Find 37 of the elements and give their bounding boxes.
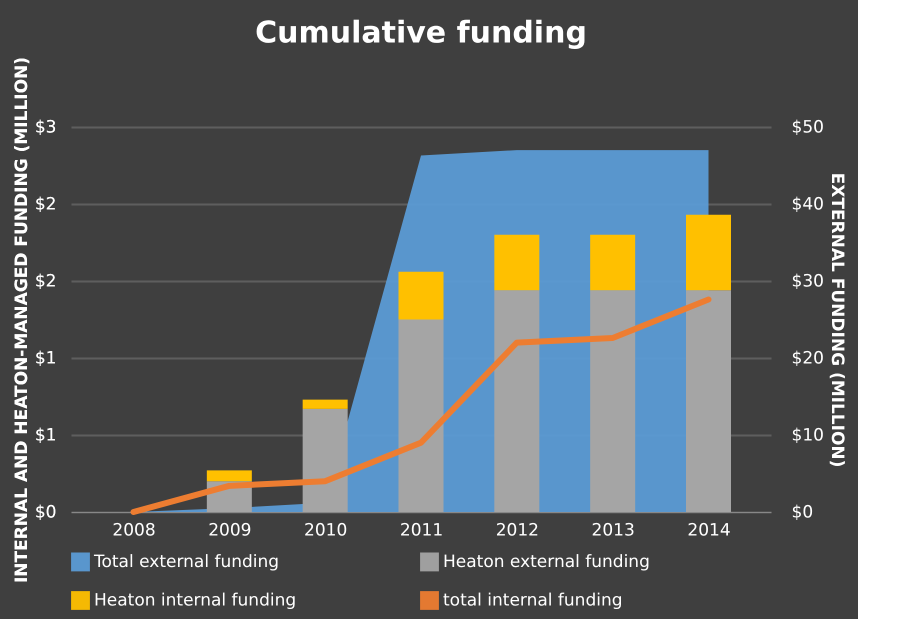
x-tick-label: 2008 [112, 520, 156, 540]
y-tick-label: $3 [34, 118, 56, 138]
y-tick-label: $2 [34, 272, 56, 292]
legend-label: Total external funding [93, 552, 280, 572]
x-tick-label: 2012 [496, 520, 539, 540]
bar [398, 272, 444, 320]
y2-axis-title: EXTERNAL FUNDING (MILLION) [826, 172, 847, 468]
y-tick-label: $1 [34, 426, 56, 446]
chart-title: Cumulative funding [255, 15, 587, 50]
x-tick-label: 2014 [687, 520, 731, 540]
x-tick-label: 2013 [592, 520, 635, 540]
y-tick-label: $2 [34, 194, 56, 214]
bar [494, 290, 540, 512]
bar [302, 400, 348, 409]
y2-tick-label: $20 [792, 348, 824, 368]
x-tick-label: 2009 [208, 520, 252, 540]
bar [398, 320, 444, 512]
y2-tick-label: $30 [792, 272, 824, 292]
legend-label: Heaton internal funding [94, 590, 296, 610]
legend-label: total internal funding [443, 590, 623, 610]
y2-tick-label: $40 [792, 194, 824, 214]
y-tick-label: $1 [34, 348, 56, 368]
bar [302, 408, 348, 512]
bar [590, 234, 636, 290]
y-axis-title: INTERNAL AND HEATON-MANAGED FUNDING (MILLION) [12, 56, 32, 584]
bar [590, 290, 636, 512]
y2-tick-label: $50 [792, 118, 824, 138]
bar [206, 470, 252, 482]
bar [686, 214, 731, 290]
y-tick-label: $0 [34, 502, 56, 522]
y2-tick-label: $0 [792, 502, 814, 522]
legend-label: Heaton external funding [443, 552, 650, 572]
x-tick-label: 2010 [304, 520, 348, 540]
bar [686, 290, 731, 512]
x-tick-label: 2011 [400, 520, 444, 540]
bar [494, 234, 540, 290]
y2-tick-label: $10 [792, 426, 824, 446]
